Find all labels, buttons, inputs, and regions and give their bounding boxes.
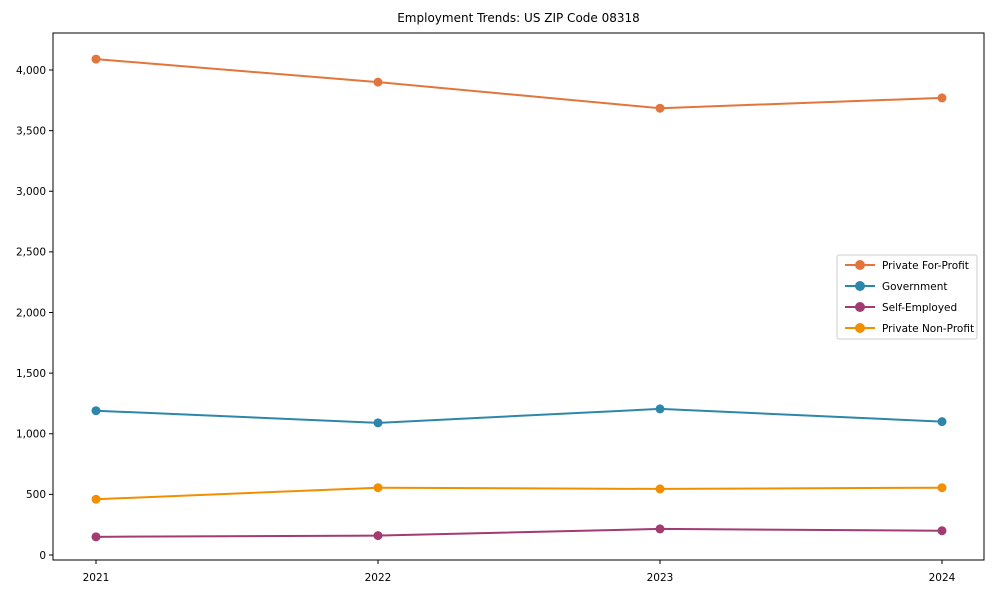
- legend-label: Government: [882, 281, 947, 293]
- x-tick-label: 2021: [83, 572, 110, 584]
- y-tick-label: 0: [39, 550, 46, 562]
- x-tick-label: 2023: [647, 572, 674, 584]
- series-line-government: [95, 407, 943, 424]
- legend-entry-government: Government: [845, 281, 947, 293]
- legend-marker-icon: [855, 302, 865, 312]
- data-point-private-non-profit-2022: [373, 483, 383, 493]
- data-point-government-2022: [373, 418, 383, 428]
- series-private-non-profit: [91, 483, 947, 504]
- chart-title: Employment Trends: US ZIP Code 08318: [397, 11, 640, 25]
- data-point-private-for-profit-2022: [373, 77, 383, 87]
- legend: Private For-Profit Government Self-Employe…: [836, 254, 978, 340]
- series-self-employed: [91, 524, 947, 542]
- y-tick-label: 2,500: [16, 247, 46, 259]
- data-point-private-non-profit-2024: [937, 483, 947, 493]
- series-line-private-for-profit: [95, 58, 943, 110]
- legend-label: Private Non-Profit: [882, 323, 974, 335]
- data-point-private-for-profit-2021: [91, 54, 101, 64]
- series-government: [91, 404, 947, 428]
- x-tick-label: 2024: [929, 572, 956, 584]
- legend-label: Self-Employed: [882, 302, 957, 314]
- data-point-private-non-profit-2021: [91, 494, 101, 504]
- data-point-private-non-profit-2023: [655, 484, 665, 494]
- data-point-self-employed-2024: [937, 526, 947, 536]
- legend-entry-self-employed: Self-Employed: [845, 302, 957, 314]
- legend-entry-private-non-profit: Private Non-Profit: [845, 323, 974, 335]
- y-tick-label: 500: [26, 489, 46, 501]
- series-private-for-profit: [91, 54, 947, 113]
- y-tick-label: 2,000: [16, 307, 46, 319]
- legend-label: Private For-Profit: [882, 260, 969, 272]
- data-point-private-for-profit-2023: [655, 103, 665, 113]
- x-tick-label: 2022: [365, 572, 392, 584]
- y-tick-label: 3,000: [16, 186, 46, 198]
- data-point-self-employed-2021: [91, 532, 101, 542]
- data-point-self-employed-2022: [373, 531, 383, 541]
- legend-marker-icon: [855, 323, 865, 333]
- y-tick-label: 1,000: [16, 429, 46, 441]
- y-tick-label: 3,500: [16, 125, 46, 137]
- y-tick-label: 1,500: [16, 368, 46, 380]
- y-tick-label: 4,000: [16, 65, 46, 77]
- plot-border: [52, 32, 985, 561]
- data-point-government-2021: [91, 406, 101, 416]
- legend-marker-icon: [855, 260, 865, 270]
- data-point-government-2024: [937, 417, 947, 427]
- legend-entry-private-for-profit: Private For-Profit: [845, 260, 969, 272]
- legend-box: [836, 254, 978, 340]
- data-point-self-employed-2023: [655, 524, 665, 534]
- series-line-self-employed: [95, 527, 943, 538]
- legend-marker-icon: [855, 281, 865, 291]
- data-point-government-2023: [655, 404, 665, 414]
- series-line-private-non-profit: [95, 486, 943, 501]
- data-point-private-for-profit-2024: [937, 93, 947, 103]
